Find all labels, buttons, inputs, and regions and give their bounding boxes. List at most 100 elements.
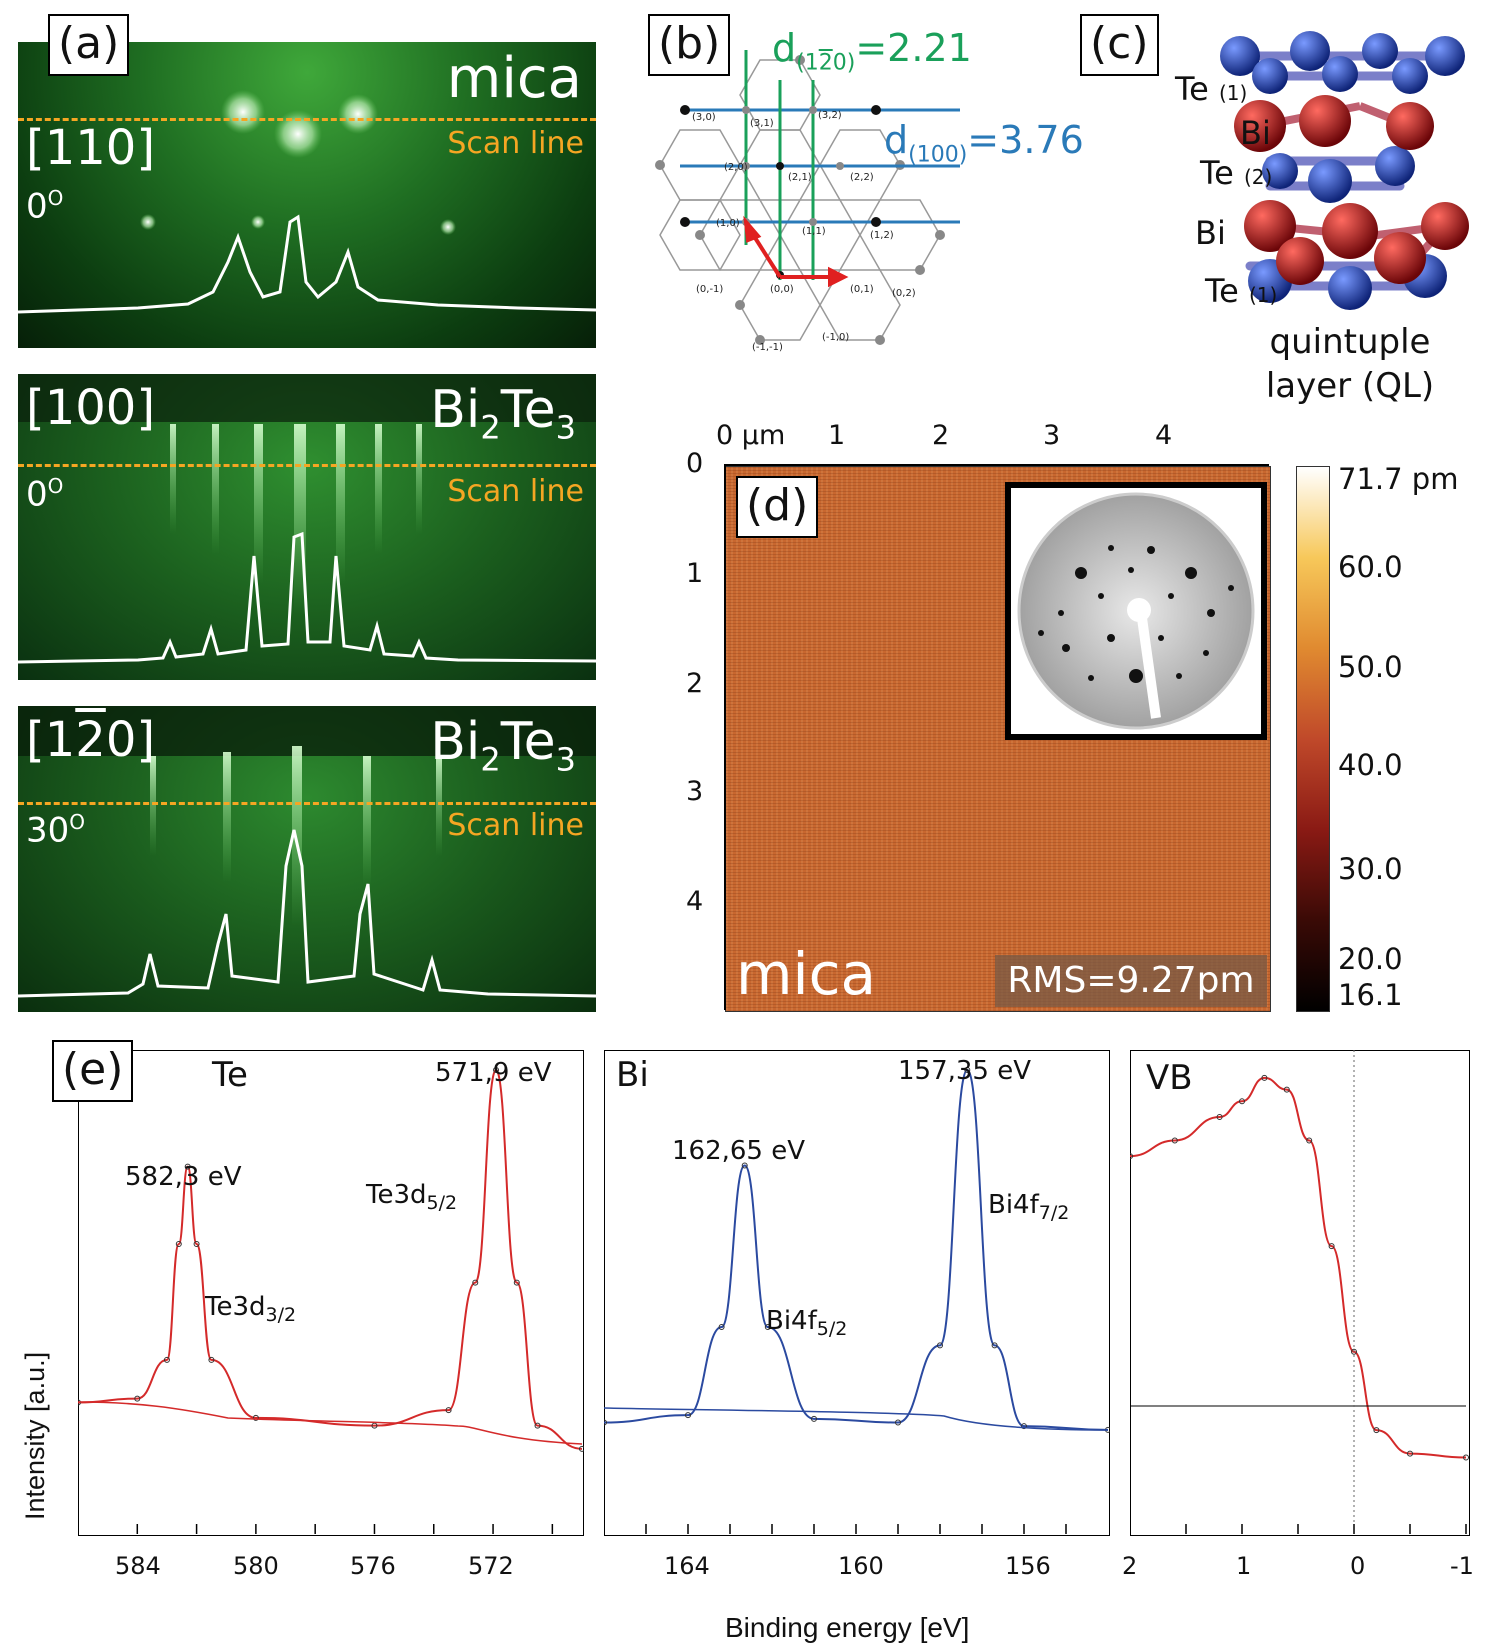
data-point-te3d-3 bbox=[175, 1240, 182, 1247]
data-point-bi4f-4 bbox=[764, 1324, 771, 1331]
rheed-direction-110: [110] bbox=[26, 120, 156, 176]
data-point-vb-11 bbox=[1463, 1454, 1469, 1461]
lattice-point-1-1: (1,1) bbox=[802, 226, 826, 237]
afm-x-tick-0: 0 µm bbox=[716, 420, 786, 451]
afm-y-tick-3: 3 bbox=[686, 776, 704, 807]
data-point-bi4f-0 bbox=[604, 1419, 607, 1426]
data-point-bi4f-2 bbox=[718, 1324, 725, 1331]
colorbar-tick-50: 50.0 bbox=[1338, 650, 1403, 684]
data-point-bi4f-5 bbox=[811, 1415, 817, 1422]
data-point-vb-9 bbox=[1373, 1427, 1380, 1434]
lattice-point-3-2: (3,2) bbox=[818, 110, 842, 121]
afm-y-tick-1: 1 bbox=[686, 558, 704, 589]
vb-plot-frame bbox=[1130, 1050, 1470, 1536]
panel-a-label: (a) bbox=[48, 14, 130, 76]
d-spacing-green: d(120)=2.21 bbox=[772, 26, 972, 76]
colorbar-tick-60: 60.0 bbox=[1338, 550, 1403, 584]
colorbar-tick-40: 40.0 bbox=[1338, 748, 1403, 782]
afm-substrate-label: mica bbox=[736, 940, 877, 1008]
ql-caption: quintuple layer (QL) bbox=[1265, 322, 1435, 407]
data-point-vb-1 bbox=[1171, 1137, 1178, 1144]
data-point-bi4f-1 bbox=[685, 1412, 691, 1419]
afm-x-tick-1: 1 bbox=[828, 420, 846, 451]
rheed-frame-mica: mica [110] 0O Scan line bbox=[18, 42, 596, 348]
layer-label-te2: Te (2) bbox=[1200, 154, 1273, 192]
afm-y-axis bbox=[724, 464, 726, 1010]
data-point-te3d-1 bbox=[134, 1395, 141, 1402]
data-point-bi4f-6 bbox=[895, 1419, 901, 1426]
layer-label-te1-bottom: Te (1) bbox=[1205, 272, 1278, 310]
afm-y-tick-4: 4 bbox=[686, 886, 704, 917]
quintuple-layer-structure bbox=[1220, 31, 1469, 310]
data-point-vb-7 bbox=[1328, 1243, 1335, 1250]
data-point-te3d-10 bbox=[472, 1279, 479, 1286]
afm-y-tick-2: 2 bbox=[686, 668, 704, 699]
bi-spectrum bbox=[604, 1067, 1110, 1534]
data-point-vb-10 bbox=[1407, 1450, 1413, 1457]
data-point-vb-4 bbox=[1261, 1074, 1268, 1081]
data-point-bi4f-7 bbox=[937, 1342, 943, 1349]
lattice-point-m1-m1: (-1,-1) bbox=[752, 342, 783, 353]
colorbar-tick-30: 30.0 bbox=[1338, 852, 1403, 886]
colorbar-tick-max: 71.7 pm bbox=[1338, 462, 1459, 496]
background-line bbox=[78, 1401, 583, 1445]
data-point-bi4f-9 bbox=[991, 1342, 998, 1349]
data-point-vb-8 bbox=[1351, 1348, 1357, 1355]
bi-x-tick-156: 156 bbox=[1005, 1552, 1051, 1580]
scan-line-label: Scan line bbox=[447, 126, 584, 161]
vb-title: VB bbox=[1146, 1058, 1193, 1098]
te-x-tick-584: 584 bbox=[115, 1552, 161, 1580]
lattice-point-3-0: (3,0) bbox=[692, 112, 716, 123]
vb-spectrum bbox=[1130, 1050, 1469, 1534]
te-peak1-name: Te3d3/2 bbox=[205, 1292, 297, 1327]
colorbar-tick-min: 16.1 bbox=[1338, 978, 1403, 1012]
data-point-vb-0 bbox=[1130, 1153, 1133, 1160]
rheed-angle-0: 0O bbox=[26, 186, 64, 227]
rheed-direction-100: [100] bbox=[26, 380, 156, 436]
rms-label: RMS=9.27pm bbox=[995, 955, 1267, 1007]
layer-label-bi-top: Bi bbox=[1240, 114, 1271, 152]
afm-x-axis bbox=[725, 464, 1269, 466]
afm-x-tick-3: 3 bbox=[1043, 420, 1061, 451]
te-peak2-name: Te3d5/2 bbox=[366, 1180, 458, 1215]
background-line bbox=[604, 1407, 1109, 1431]
te-peak1-energy: 582,3 eV bbox=[125, 1162, 242, 1192]
rheed-pattern-100 bbox=[18, 374, 596, 664]
data-point-vb-3 bbox=[1239, 1098, 1245, 1105]
rheed-material-bi2te3-b: Bi2Te3 bbox=[430, 712, 576, 779]
colorbar bbox=[1296, 466, 1330, 1012]
vb-x-tick-1: 1 bbox=[1236, 1552, 1252, 1580]
data-point-te3d-9 bbox=[445, 1407, 452, 1414]
colorbar-tick-20: 20.0 bbox=[1338, 942, 1403, 976]
te-peak2-energy: 571,9 eV bbox=[435, 1058, 552, 1088]
rheed-pattern-mica bbox=[18, 90, 596, 314]
te-plot-frame bbox=[78, 1050, 584, 1536]
vb-x-tick-m1: -1 bbox=[1450, 1552, 1474, 1580]
layer-label-te1-top: Te (1) bbox=[1175, 70, 1248, 108]
vb-x-tick-0: 0 bbox=[1350, 1552, 1366, 1580]
bi-plot-frame bbox=[604, 1050, 1110, 1536]
bi-x-tick-164: 164 bbox=[664, 1552, 710, 1580]
data-point-te3d-2 bbox=[163, 1356, 170, 1363]
data-point-te3d-7 bbox=[252, 1414, 259, 1421]
te-x-tick-572: 572 bbox=[468, 1552, 514, 1580]
bi-x-tick-160: 160 bbox=[838, 1552, 884, 1580]
panel-c-label: (c) bbox=[1080, 14, 1159, 76]
bi-peak2-name: Bi4f7/2 bbox=[988, 1190, 1070, 1225]
data-point-bi4f-3 bbox=[741, 1162, 748, 1169]
panel-b-label: (b) bbox=[648, 14, 731, 76]
data-point-bi4f-8 bbox=[964, 1067, 971, 1073]
te-spectrum bbox=[78, 1067, 584, 1534]
bi-peak1-energy: 162,65 eV bbox=[672, 1136, 806, 1166]
leed-inset bbox=[1005, 482, 1267, 740]
rheed-frame-1-20: [120] Bi2Te3 30O Scan line bbox=[18, 706, 596, 1012]
bi-peak2-energy: 157,35 eV bbox=[898, 1056, 1032, 1086]
data-point-bi4f-10 bbox=[1021, 1423, 1027, 1430]
lattice-point-2-2: (2,2) bbox=[850, 172, 874, 183]
lattice-point-0-1: (0,1) bbox=[850, 284, 874, 295]
te-x-tick-580: 580 bbox=[233, 1552, 279, 1580]
lattice-point-2-1: (2,1) bbox=[788, 172, 812, 183]
reciprocal-lattice-diagram: (3,0) (3,1) (3,2) (2,0) (2,1) (2,2) (1,0… bbox=[655, 50, 960, 353]
rheed-material-mica: mica bbox=[446, 46, 582, 111]
data-point-vb-5 bbox=[1283, 1086, 1290, 1093]
